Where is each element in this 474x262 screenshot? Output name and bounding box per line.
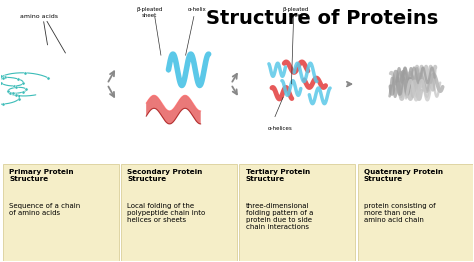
Text: Tertiary Protein
Structure: Tertiary Protein Structure	[246, 169, 310, 182]
Text: protein consisting of
more than one
amino acid chain: protein consisting of more than one amin…	[364, 203, 435, 223]
Point	[0, 81, 4, 85]
Text: Secondary Protein
Structure: Secondary Protein Structure	[128, 169, 203, 182]
Point	[12, 93, 19, 97]
Point	[12, 92, 20, 96]
Point	[10, 84, 18, 88]
Text: β-pleated
sheet: β-pleated sheet	[137, 7, 163, 18]
Point	[22, 87, 29, 91]
Point	[1, 75, 9, 79]
FancyBboxPatch shape	[3, 163, 119, 262]
Text: β-pleated
sheet: β-pleated sheet	[283, 7, 309, 18]
Text: α-helix: α-helix	[187, 7, 206, 12]
Point	[12, 85, 20, 90]
Point	[45, 76, 52, 80]
Point	[19, 90, 27, 94]
Point	[0, 76, 4, 80]
Text: Quaternary Protein
Structure: Quaternary Protein Structure	[364, 169, 443, 182]
Point	[9, 91, 17, 95]
Text: Primary Protein
Structure: Primary Protein Structure	[9, 169, 74, 182]
Point	[0, 76, 7, 80]
Text: Sequence of a chain
of amino acids: Sequence of a chain of amino acids	[9, 203, 81, 216]
Point	[19, 81, 27, 85]
Text: amino acids: amino acids	[19, 14, 57, 19]
FancyBboxPatch shape	[239, 163, 355, 262]
Point	[6, 90, 14, 95]
Point	[0, 74, 7, 78]
Text: Local folding of the
polypeptide chain into
helices or sheets: Local folding of the polypeptide chain i…	[128, 203, 206, 223]
Point	[14, 77, 22, 81]
Point	[4, 89, 12, 93]
FancyBboxPatch shape	[357, 163, 474, 262]
Text: three-dimensional
folding pattern of a
protein due to side
chain interactions: three-dimensional folding pattern of a p…	[246, 203, 313, 230]
FancyBboxPatch shape	[121, 163, 237, 262]
Point	[15, 97, 22, 101]
Text: α-helices: α-helices	[268, 126, 292, 131]
Point	[21, 71, 28, 75]
Point	[0, 102, 7, 106]
Text: Structure of Proteins: Structure of Proteins	[206, 8, 438, 28]
Point	[0, 73, 5, 78]
